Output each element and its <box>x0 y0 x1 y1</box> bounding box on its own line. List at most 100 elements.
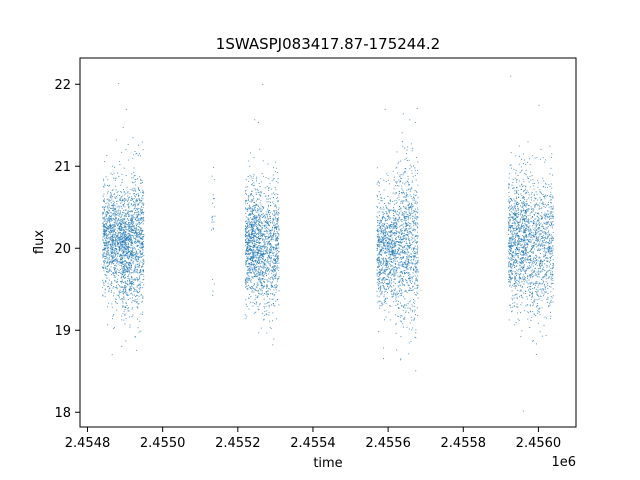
data-point <box>246 228 248 229</box>
data-point <box>103 244 105 246</box>
data-point <box>383 232 385 234</box>
data-point <box>383 208 385 210</box>
data-point <box>248 220 250 222</box>
data-point <box>276 262 278 264</box>
data-point <box>127 219 129 221</box>
data-point <box>251 290 253 292</box>
data-point <box>409 277 411 279</box>
data-point <box>122 220 123 222</box>
data-point <box>116 222 118 224</box>
data-point <box>112 237 114 239</box>
data-point <box>275 257 277 259</box>
data-point <box>247 219 249 221</box>
data-point <box>384 220 386 222</box>
data-point <box>256 229 258 231</box>
data-point <box>267 163 269 165</box>
data-point <box>255 259 257 261</box>
data-point <box>257 246 259 248</box>
data-point <box>390 264 391 266</box>
data-point <box>106 218 108 220</box>
data-point <box>105 240 107 242</box>
data-point <box>273 289 275 291</box>
data-point <box>387 297 388 299</box>
data-point <box>246 232 248 234</box>
data-point <box>397 315 399 317</box>
data-point <box>121 247 123 249</box>
data-point <box>259 215 260 217</box>
data-point <box>268 305 270 306</box>
data-point <box>390 278 392 280</box>
data-point <box>107 324 109 326</box>
data-point <box>392 223 394 225</box>
data-point <box>264 228 266 230</box>
data-point <box>391 248 392 250</box>
data-point <box>245 253 247 255</box>
data-point <box>116 239 118 241</box>
data-point <box>383 287 385 289</box>
data-point <box>124 269 126 270</box>
data-point <box>114 301 116 302</box>
data-point <box>111 241 113 243</box>
data-point <box>131 245 133 247</box>
data-point <box>247 225 249 227</box>
data-point <box>141 300 143 302</box>
data-point <box>111 303 113 305</box>
data-point <box>377 225 378 227</box>
data-point <box>117 272 119 273</box>
data-point <box>123 189 124 190</box>
data-point <box>142 195 144 197</box>
data-point <box>417 216 419 218</box>
data-point <box>110 252 112 253</box>
data-point <box>257 229 259 231</box>
data-point <box>125 247 127 249</box>
data-point <box>266 213 268 215</box>
data-point <box>130 247 132 249</box>
data-point <box>247 237 249 239</box>
data-point <box>417 235 419 237</box>
data-point <box>268 201 270 203</box>
data-point <box>134 181 136 183</box>
data-point <box>274 204 276 206</box>
data-point <box>263 263 265 265</box>
data-point <box>259 261 261 263</box>
data-point <box>251 230 253 232</box>
data-point <box>277 178 279 180</box>
data-point <box>264 233 266 235</box>
data-point <box>273 232 274 234</box>
data-point <box>122 261 124 263</box>
data-point <box>263 256 265 258</box>
data-point <box>109 287 110 289</box>
data-point <box>127 277 129 279</box>
data-point <box>114 234 116 236</box>
data-point <box>130 230 132 232</box>
data-point <box>252 209 253 211</box>
data-point <box>262 212 264 214</box>
data-point <box>266 285 268 287</box>
data-point <box>382 244 384 246</box>
data-point <box>103 242 104 244</box>
data-point <box>119 205 121 207</box>
data-point <box>387 269 389 270</box>
data-point <box>394 259 396 261</box>
data-point <box>389 216 391 218</box>
data-point <box>245 253 247 255</box>
data-point <box>124 268 126 270</box>
data-point <box>398 179 400 181</box>
data-point <box>133 190 134 192</box>
data-point <box>258 225 260 226</box>
data-point <box>138 199 140 201</box>
data-point <box>392 268 394 270</box>
data-point <box>248 197 250 199</box>
data-point <box>273 303 274 304</box>
data-point <box>127 269 129 271</box>
data-point <box>138 195 140 196</box>
data-point <box>395 218 396 219</box>
data-point <box>138 237 140 239</box>
data-point <box>106 230 108 232</box>
data-point <box>119 222 121 224</box>
data-point <box>265 305 267 307</box>
data-point <box>120 246 122 248</box>
data-point <box>115 218 117 220</box>
data-point <box>271 228 273 230</box>
data-point <box>385 262 387 264</box>
